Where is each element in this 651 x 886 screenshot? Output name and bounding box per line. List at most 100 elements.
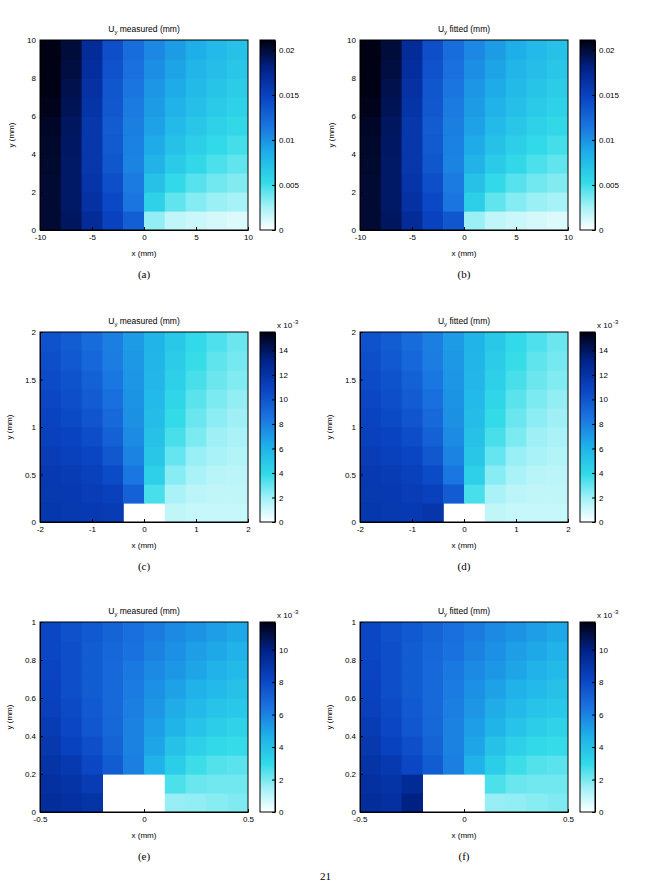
- heatmap-cell: [186, 427, 207, 447]
- heatmap-cell: [186, 173, 207, 193]
- plot-frame: [360, 40, 568, 230]
- heatmap-cell: [102, 135, 123, 155]
- y-axis-title: y (mm): [327, 122, 336, 147]
- heatmap-cell: [227, 351, 248, 371]
- heatmap-cell: [165, 59, 186, 79]
- heatmap-cell: [102, 370, 123, 390]
- heatmap-cell: [526, 717, 547, 737]
- colorbar: 00.0050.010.0150.02: [580, 40, 620, 235]
- tick-label: 2: [246, 525, 251, 534]
- tick: 8: [272, 678, 284, 687]
- heatmap-cell: [165, 717, 186, 737]
- tick-label: -5: [89, 233, 97, 242]
- tick: 8: [592, 420, 604, 429]
- heatmap-cell: [526, 465, 547, 485]
- heatmap-cell: [547, 389, 568, 409]
- heatmap-cell: [61, 332, 82, 352]
- heatmap-cell: [443, 40, 464, 60]
- heatmap-cell: [485, 332, 506, 352]
- heatmap-cell: [464, 154, 485, 174]
- heatmap-cell: [402, 679, 423, 699]
- heatmap-cell: [186, 192, 207, 212]
- heatmap-cell: [485, 59, 506, 79]
- heatmap-cell: [144, 446, 165, 466]
- tick-label: 0: [279, 226, 284, 235]
- heatmap-cell: [360, 211, 381, 230]
- heatmap-cell: [61, 97, 82, 117]
- heatmap-cell: [144, 427, 165, 447]
- colorbar-frame: [260, 622, 275, 812]
- heatmap-cell: [123, 154, 144, 174]
- colorbar-frame: [260, 332, 275, 522]
- heatmap-cell: [186, 717, 207, 737]
- heatmap-cell: [402, 641, 423, 661]
- heatmap-cell: [82, 427, 103, 447]
- tick-label: 1.5: [25, 376, 37, 385]
- heatmap-cell: [526, 116, 547, 136]
- heatmap-cell: [165, 351, 186, 371]
- heatmap-cell: [402, 484, 423, 504]
- heatmap-cell: [485, 351, 506, 371]
- heatmap-cell: [102, 484, 123, 504]
- heatmap-cell: [82, 698, 103, 718]
- heatmap-cell: [165, 427, 186, 447]
- heatmap-cell: [506, 135, 527, 155]
- tick-label: 2: [32, 328, 37, 337]
- heatmap-cell: [165, 173, 186, 193]
- heatmap-cell: [144, 78, 165, 98]
- heatmap-cell: [123, 78, 144, 98]
- heatmap-cell: [485, 698, 506, 718]
- tick: 14: [592, 346, 608, 355]
- heatmap-cell: [547, 793, 568, 812]
- heatmap-cell: [40, 173, 61, 193]
- tick-label: 8: [279, 420, 284, 429]
- heatmap-cell: [165, 736, 186, 756]
- heatmap-cell: [526, 736, 547, 756]
- heatmap-cell: [422, 717, 443, 737]
- tick-label: 10: [599, 395, 608, 404]
- tick: 6: [272, 711, 284, 720]
- heatmap-cell: [206, 408, 227, 428]
- heatmap-cell: [422, 192, 443, 212]
- heatmap-cell: [381, 793, 402, 812]
- plot-background: [40, 332, 248, 522]
- heatmap-cell: [61, 351, 82, 371]
- panel-caption: (e): [138, 850, 151, 863]
- heatmap-cell: [402, 192, 423, 212]
- heatmap-cell: [464, 679, 485, 699]
- heatmap-cell: [82, 173, 103, 193]
- heatmap-cell: [422, 97, 443, 117]
- heatmap-cell: [402, 211, 423, 230]
- tick: 8: [272, 420, 284, 429]
- heatmap-cell: [402, 59, 423, 79]
- heatmap-cell: [381, 446, 402, 466]
- tick: 12: [592, 371, 608, 380]
- panel: -2-101200.511.52Uy fitted (mm)x (mm)y (m…: [325, 316, 620, 573]
- tick: 0.005: [272, 181, 300, 190]
- heatmap-cell: [402, 97, 423, 117]
- heatmap-cell: [526, 370, 547, 390]
- heatmap-cell: [61, 408, 82, 428]
- figure: -10-505100246810Uy measured (mm)x (mm)y …: [0, 0, 651, 886]
- heatmap-cell: [547, 40, 568, 60]
- heatmap-cell: [82, 370, 103, 390]
- heatmap-cell: [464, 97, 485, 117]
- tick: 2: [352, 328, 363, 337]
- heatmap-cell: [206, 755, 227, 775]
- tick-label: 0: [142, 233, 147, 242]
- heatmap-cell: [186, 465, 207, 485]
- heatmap-cell: [402, 332, 423, 352]
- heatmap-cell: [206, 503, 227, 522]
- heatmap-cell: [422, 736, 443, 756]
- heatmap-cell: [547, 173, 568, 193]
- tick-label: 1: [352, 423, 357, 432]
- heatmap-cell: [485, 173, 506, 193]
- tick-label: 0: [462, 815, 467, 824]
- heatmap-cell: [381, 211, 402, 230]
- heatmap-cell: [165, 389, 186, 409]
- heatmap-cell: [485, 717, 506, 737]
- heatmap-cell: [485, 660, 506, 680]
- tick-label: 14: [279, 346, 288, 355]
- heatmap-cell: [206, 135, 227, 155]
- panel-title: Uy measured (mm): [108, 316, 180, 327]
